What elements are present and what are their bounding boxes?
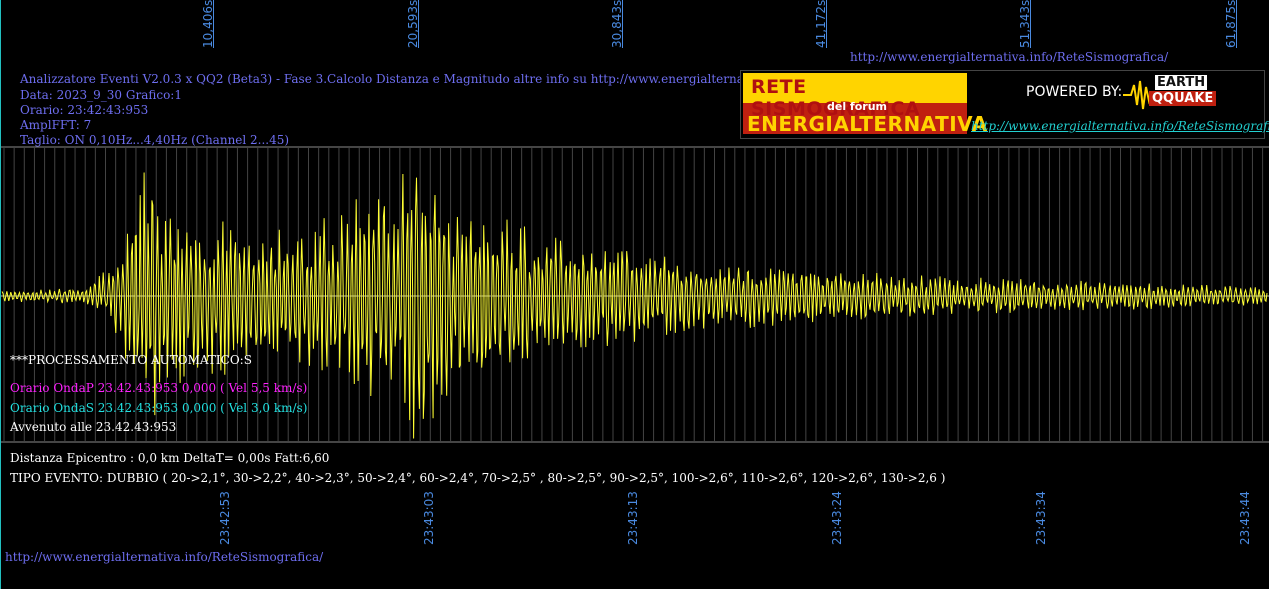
epicenter-distance: Distanza Epicentro : 0,0 km DeltaT= 0,00… [10,451,330,465]
onda-s-time: Orario OndaS 23.42.43:953 0,000 ( Vel 3,… [10,401,308,415]
bottom-tick-label: 23:42:53 [218,491,232,545]
top-tick-label: 30,843s [610,0,624,48]
header-ampl: AmplFFT: 7 [20,118,92,132]
bottom-tick-label: 23:43:03 [422,491,436,545]
logo-banner: RETE SISMOGRAFICA del forum ENERGIALTERN… [743,73,987,136]
top-tick-label: 41,172s [814,0,828,48]
rete-sismografica-logo[interactable]: RETE SISMOGRAFICA del forum ENERGIALTERN… [740,70,1269,139]
header-taglio: Taglio: ON 0,10Hz...4,40Hz (Channel 2...… [20,133,290,147]
event-type: TIPO EVENTO: DUBBIO ( 20->2,1°, 30->2,2°… [10,471,946,485]
bottom-tick-label: 23:43:13 [626,491,640,545]
bottom-tick-label: 23:43:34 [1034,491,1048,545]
event-time: Avvenuto alle 23.42.43:953 [10,420,177,434]
trace-layer [1,172,1268,439]
logo-brand: ENERGIALTERNATIVA [747,112,988,136]
logo-subtitle: del forum [827,100,887,113]
header-data: Data: 2023_9_30 Grafico:1 [20,88,182,102]
onda-p-time: Orario OndaP 23.42.43:953 0,000 ( Vel 5,… [10,381,308,395]
top-tick-label: 51,343s [1018,0,1032,48]
top-tick-label: 20,593s [406,0,420,48]
top-tick-label: 10,406s [201,0,215,48]
logo-title: RETE SISMOGRAFICA [751,76,921,120]
logo-earth: EARTH [1155,75,1208,90]
top-tick-label: 61,875s [1224,0,1238,48]
bottom-tick-label: 23:43:24 [830,491,844,545]
bottom-tick-label: 23:43:44 [1238,491,1252,545]
logo-powered-by: POWERED BY: [1026,84,1123,100]
processing-title: ***PROCESSAMENTO AUTOMATICO:S [10,353,252,367]
header-title: Analizzatore Eventi V2.0.3 x QQ2 (Beta3)… [20,72,856,86]
top-url[interactable]: http://www.energialternativa.info/ReteSi… [850,50,1169,64]
logo-quake: QQUAKE [1149,91,1217,106]
bottom-url[interactable]: http://www.energialternativa.info/ReteSi… [5,550,324,564]
logo-url[interactable]: http://www.energialternativa.info/ReteSi… [971,119,1269,133]
header-orario: Orario: 23:42:43:953 [20,103,149,117]
seismic-trace [1,172,1268,439]
